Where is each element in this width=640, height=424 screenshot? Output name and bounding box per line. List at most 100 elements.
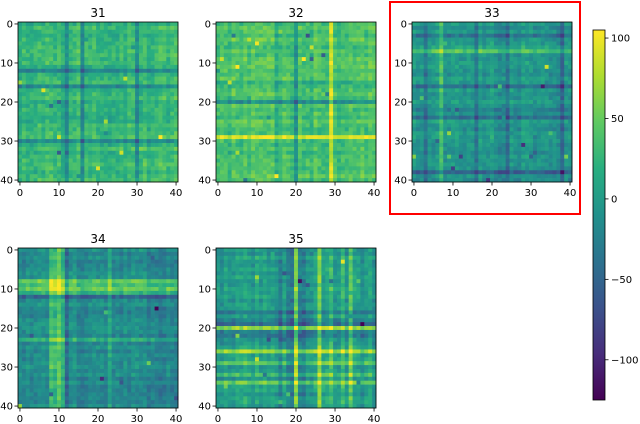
heatmap-cell xyxy=(497,166,503,171)
heatmap-cell xyxy=(80,22,85,27)
heatmap-cell xyxy=(174,72,179,77)
heatmap-cell xyxy=(427,33,432,38)
heatmap-cell xyxy=(29,139,34,144)
heatmap-cell xyxy=(45,142,50,148)
heatmap-cell xyxy=(344,29,350,35)
heatmap-cell xyxy=(92,127,97,132)
heatmap-cell xyxy=(309,103,314,109)
heatmap-cell xyxy=(166,88,171,93)
heatmap-cell xyxy=(115,142,120,148)
heatmap-cell xyxy=(415,29,421,35)
heatmap-cell xyxy=(251,158,256,163)
heatmap-cell xyxy=(451,88,456,93)
heatmap-cell xyxy=(419,170,425,175)
heatmap-cell xyxy=(344,92,350,97)
heatmap-cell xyxy=(37,139,42,144)
heatmap-cell xyxy=(329,127,334,132)
heatmap-cell xyxy=(412,103,417,109)
heatmap-cell xyxy=(138,92,144,97)
heatmap-cell xyxy=(57,127,62,132)
heatmap-cell xyxy=(451,53,456,58)
heatmap-cell xyxy=(150,135,155,140)
heatmap-cell xyxy=(239,119,244,124)
heatmap-cell xyxy=(552,150,557,156)
heatmap-cell xyxy=(364,158,369,163)
heatmap-cell xyxy=(443,57,448,62)
heatmap-cell xyxy=(88,72,93,77)
heatmap-cell xyxy=(372,178,377,183)
heatmap-cell xyxy=(96,37,101,42)
heatmap-cell xyxy=(76,64,81,70)
heatmap-cell xyxy=(340,111,346,117)
panel-title: 32 xyxy=(288,6,303,20)
heatmap-cell xyxy=(84,53,89,58)
heatmap-cell xyxy=(513,33,518,38)
heatmap-cell xyxy=(227,29,232,35)
heatmap-cell xyxy=(243,72,248,77)
heatmap-cell xyxy=(427,53,432,58)
heatmap-cell xyxy=(368,115,373,120)
heatmap-cell xyxy=(419,33,425,38)
heatmap-cell xyxy=(501,29,507,35)
heatmap-cell xyxy=(247,178,252,183)
heatmap-cell xyxy=(278,115,283,120)
heatmap-cell xyxy=(278,111,283,117)
heatmap-cell xyxy=(329,29,334,35)
heatmap-cell xyxy=(540,107,546,113)
heatmap-cell xyxy=(466,127,471,132)
heatmap-cell xyxy=(142,61,148,66)
heatmap-cell xyxy=(490,150,495,156)
heatmap-cell xyxy=(474,57,479,62)
heatmap-cell xyxy=(123,64,128,70)
heatmap-cell xyxy=(297,80,303,85)
heatmap-cell xyxy=(64,162,70,167)
heatmap-cell xyxy=(142,146,148,152)
heatmap-cell xyxy=(305,57,311,62)
heatmap-cell xyxy=(142,103,148,109)
heatmap-cell xyxy=(415,107,421,113)
heatmap-cell xyxy=(352,41,357,46)
heatmap-cell xyxy=(470,131,475,136)
heatmap-cell xyxy=(435,41,440,46)
heatmap-cell xyxy=(262,119,268,124)
heatmap-cell xyxy=(290,45,295,50)
heatmap-cell xyxy=(41,84,46,89)
heatmap-cell xyxy=(329,68,334,74)
heatmap-cell xyxy=(321,178,326,183)
heatmap-cell xyxy=(41,135,46,140)
heatmap-cell xyxy=(174,115,179,120)
heatmap-cell xyxy=(412,22,417,27)
heatmap-cell xyxy=(166,115,171,120)
heatmap-cell xyxy=(84,96,89,101)
heatmap-cell xyxy=(18,162,23,167)
heatmap-cell xyxy=(115,22,120,27)
heatmap-cell xyxy=(532,146,538,152)
heatmap-cell xyxy=(223,174,229,179)
heatmap-cell xyxy=(49,100,54,105)
heatmap-cell xyxy=(451,139,456,144)
heatmap-cell xyxy=(486,107,491,113)
heatmap-cell xyxy=(138,68,144,74)
heatmap-cell xyxy=(99,150,105,156)
heatmap-cell xyxy=(466,57,471,62)
heatmap-cell xyxy=(138,111,144,117)
heatmap-cell xyxy=(68,135,73,140)
heatmap-cell xyxy=(290,68,295,74)
heatmap-cell xyxy=(37,72,42,77)
heatmap-cell xyxy=(219,142,225,148)
heatmap-cell xyxy=(282,142,287,148)
heatmap-cell xyxy=(317,45,322,50)
heatmap-cell xyxy=(478,154,483,159)
heatmap-cell xyxy=(552,25,557,31)
heatmap-cell xyxy=(325,33,330,38)
heatmap-cell xyxy=(454,111,460,117)
heatmap-cell xyxy=(99,174,105,179)
heatmap-cell xyxy=(88,103,93,109)
heatmap-cell xyxy=(142,131,148,136)
heatmap-cell xyxy=(297,127,303,132)
heatmap-cell xyxy=(336,61,342,66)
heatmap-cell xyxy=(301,166,307,171)
heatmap-cell xyxy=(544,72,549,77)
heatmap-cell xyxy=(462,25,467,31)
heatmap-cell xyxy=(486,119,491,124)
